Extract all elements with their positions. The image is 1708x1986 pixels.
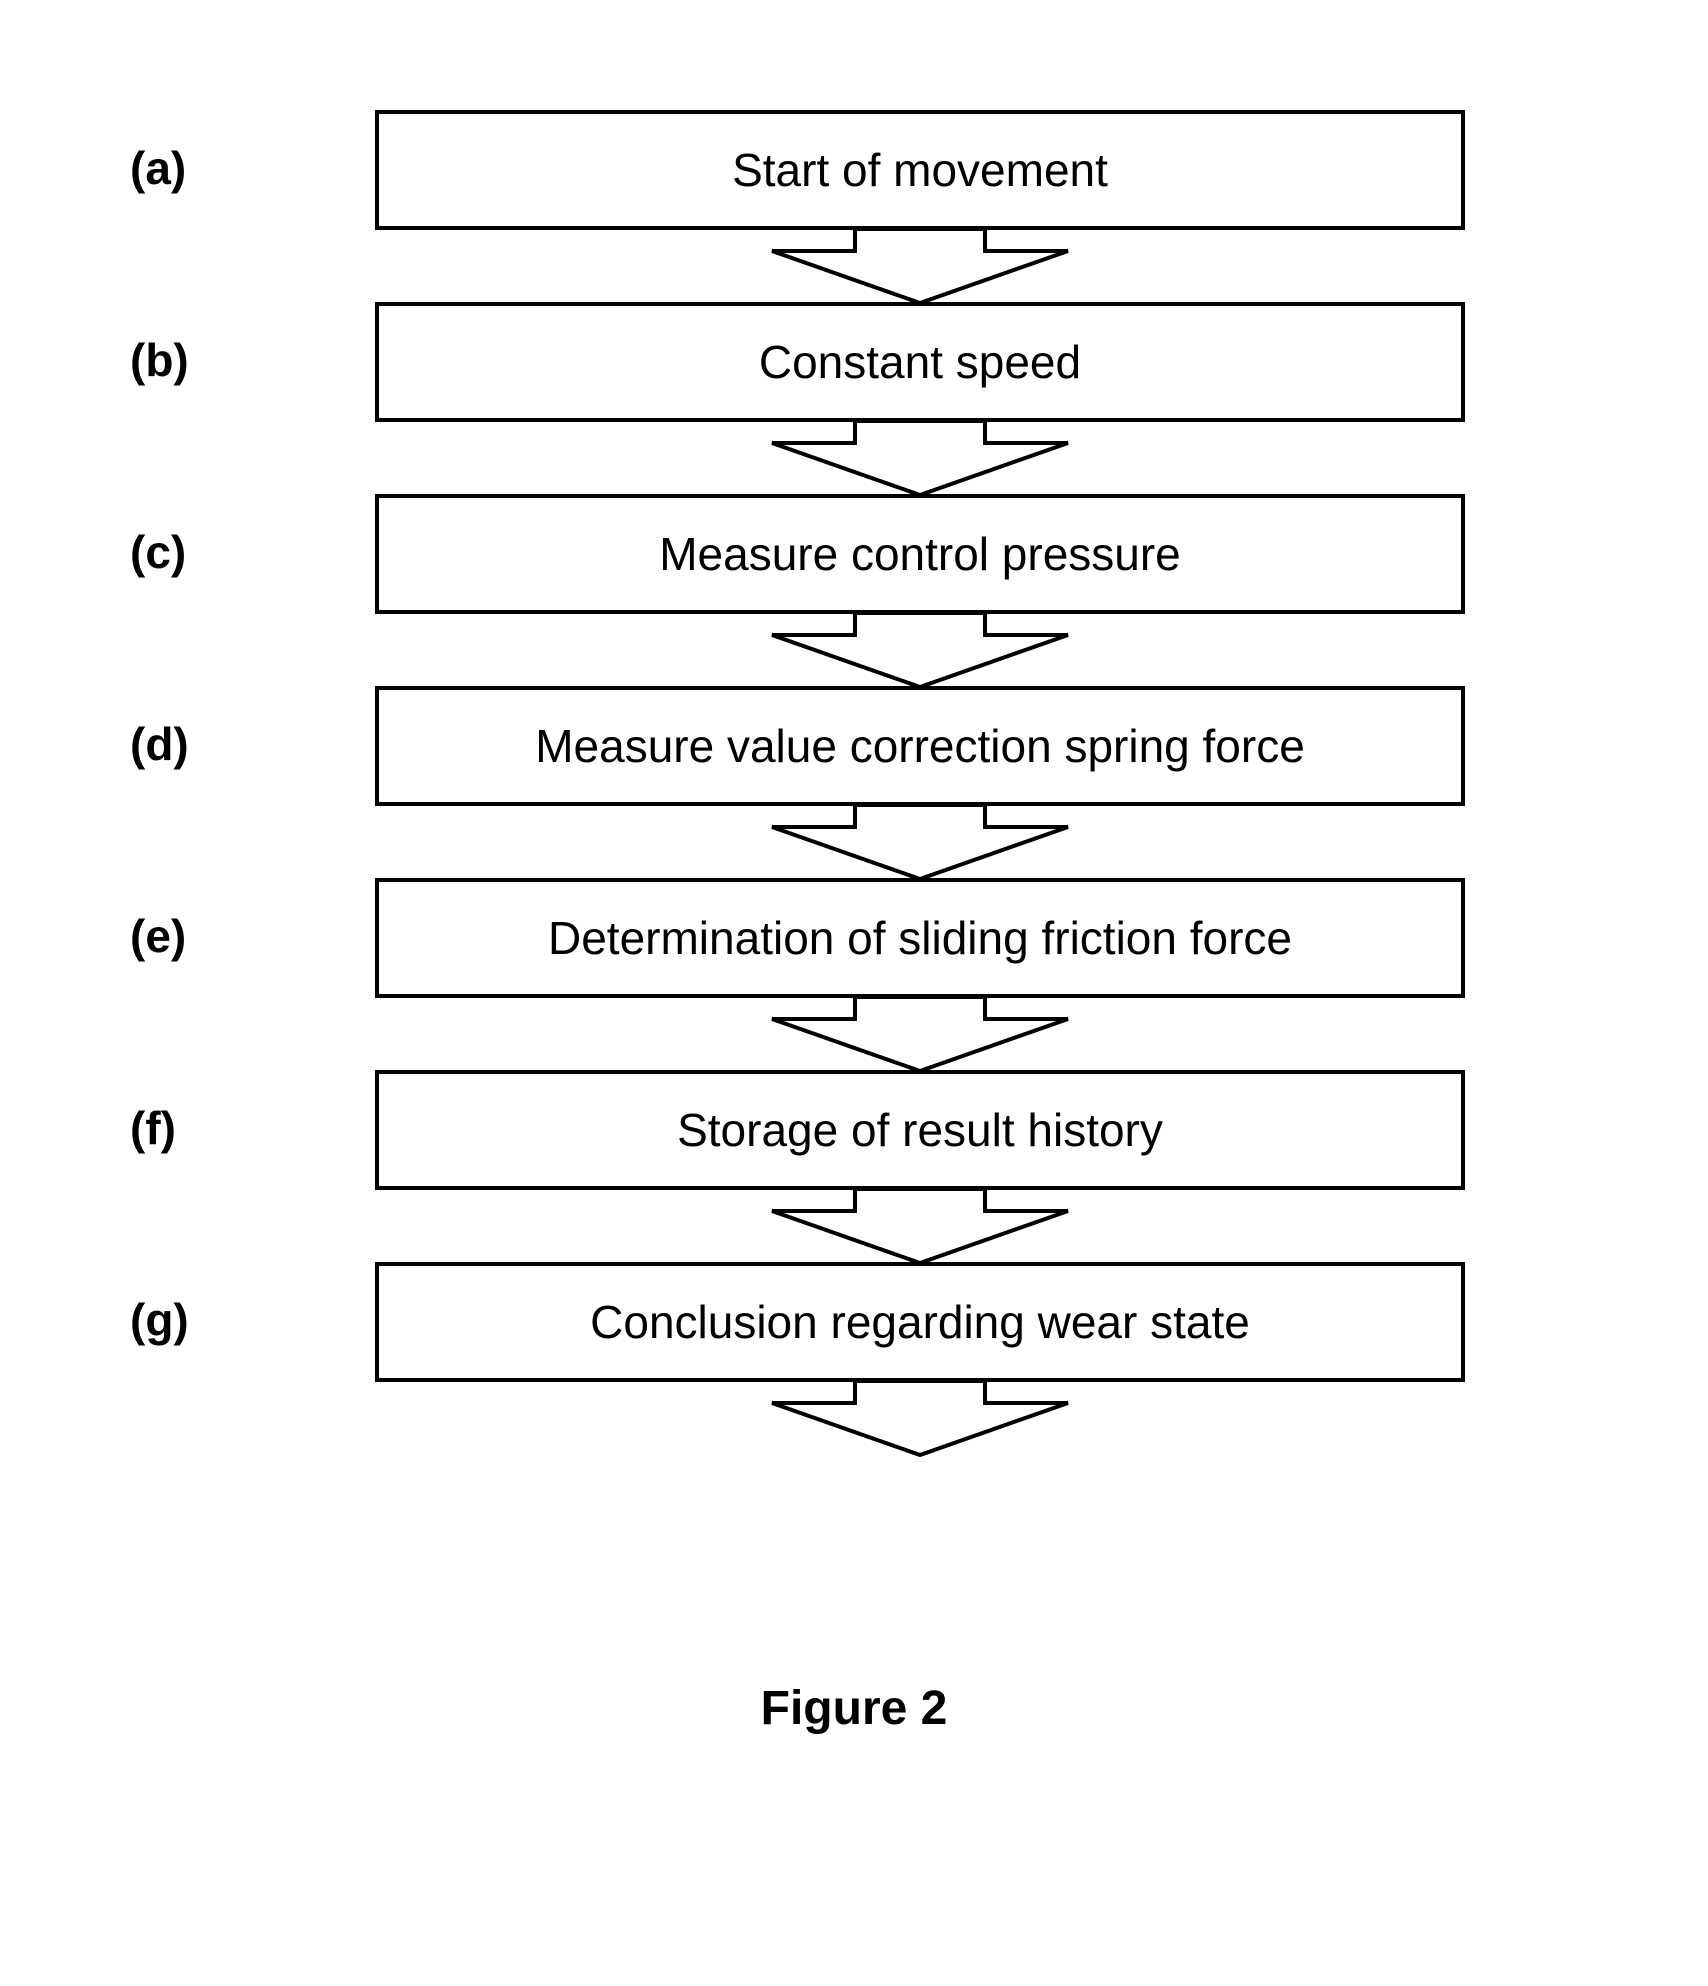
- flowchart-container: (a) Start of movement (b) Constant speed (c)…: [130, 110, 1570, 1454]
- flow-step: (b) Constant speed: [130, 302, 1570, 494]
- flow-arrow-icon: [770, 803, 1070, 881]
- step-body: Storage of result history: [270, 1070, 1570, 1262]
- step-text: Storage of result history: [677, 1103, 1163, 1157]
- page: (a) Start of movement (b) Constant speed (c)…: [0, 0, 1708, 1986]
- step-label: (b): [130, 302, 270, 383]
- step-text: Measure control pressure: [659, 527, 1181, 581]
- step-box: Start of movement: [375, 110, 1465, 230]
- flow-step: (d) Measure value correction spring force: [130, 686, 1570, 878]
- flow-arrow-icon: [770, 995, 1070, 1073]
- step-body: Determination of sliding friction force: [270, 878, 1570, 1070]
- step-text: Determination of sliding friction force: [548, 911, 1292, 965]
- flow-step: (g) Conclusion regarding wear state: [130, 1262, 1570, 1454]
- step-text: Conclusion regarding wear state: [590, 1295, 1250, 1349]
- step-box: Determination of sliding friction force: [375, 878, 1465, 998]
- flow-arrow-icon: [770, 1379, 1070, 1457]
- flow-step: (c) Measure control pressure: [130, 494, 1570, 686]
- step-label: (a): [130, 110, 270, 191]
- flow-arrow-icon: [770, 1187, 1070, 1265]
- step-label: (d): [130, 686, 270, 767]
- step-box: Measure control pressure: [375, 494, 1465, 614]
- step-text: Constant speed: [759, 335, 1081, 389]
- step-body: Measure control pressure: [270, 494, 1570, 686]
- step-label: (f): [130, 1070, 270, 1151]
- step-body: Conclusion regarding wear state: [270, 1262, 1570, 1454]
- step-label: (g): [130, 1262, 270, 1343]
- step-body: Start of movement: [270, 110, 1570, 302]
- flow-arrow-icon: [770, 611, 1070, 689]
- step-box: Measure value correction spring force: [375, 686, 1465, 806]
- step-box: Storage of result history: [375, 1070, 1465, 1190]
- flow-step: (a) Start of movement: [130, 110, 1570, 302]
- step-label: (e): [130, 878, 270, 959]
- step-text: Start of movement: [732, 143, 1108, 197]
- flow-arrow-icon: [770, 419, 1070, 497]
- flow-step: (f) Storage of result history: [130, 1070, 1570, 1262]
- step-box: Constant speed: [375, 302, 1465, 422]
- flow-arrow-icon: [770, 227, 1070, 305]
- step-body: Constant speed: [270, 302, 1570, 494]
- figure-caption: Figure 2: [761, 1681, 948, 1736]
- step-label: (c): [130, 494, 270, 575]
- step-box: Conclusion regarding wear state: [375, 1262, 1465, 1382]
- step-body: Measure value correction spring force: [270, 686, 1570, 878]
- step-text: Measure value correction spring force: [535, 719, 1305, 773]
- flow-step: (e) Determination of sliding friction for…: [130, 878, 1570, 1070]
